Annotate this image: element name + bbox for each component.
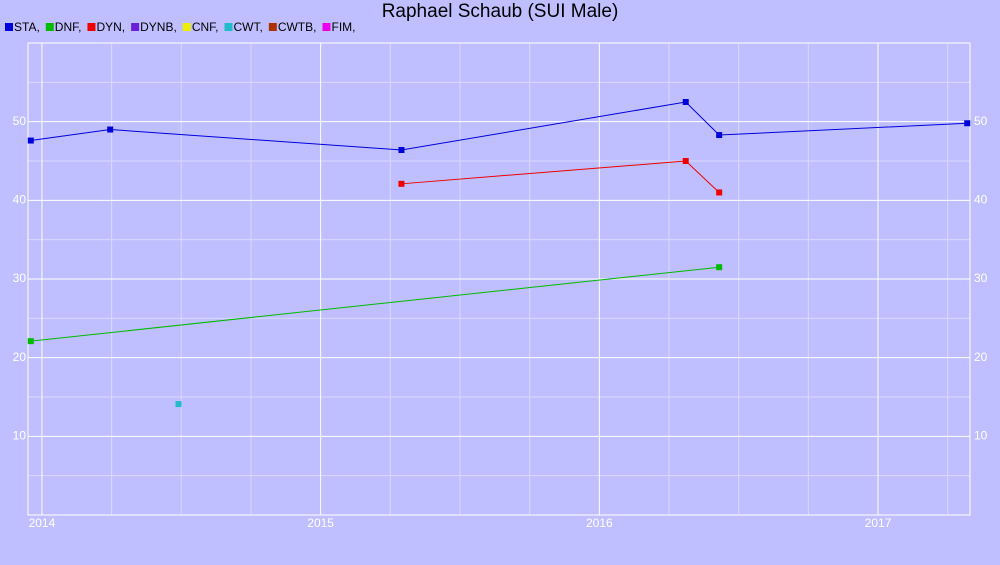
legend-label: CWTB, [278, 20, 317, 34]
data-point [682, 158, 689, 164]
series-line [30, 101, 968, 151]
legend-label: DNF, [55, 20, 82, 34]
legend-swatch [224, 23, 233, 31]
series-line [30, 266, 720, 342]
legend-swatch [268, 23, 277, 31]
legend-label: DYN, [96, 20, 125, 34]
x-tick-label: 2014 [29, 516, 56, 530]
y2-tick-label: 50 [974, 114, 988, 128]
data-point [398, 180, 405, 187]
legend-label: DYNB, [140, 20, 177, 34]
legend-swatch [182, 23, 191, 31]
legend-swatch [87, 23, 96, 31]
y-tick-label: 10 [13, 429, 27, 443]
legend-label: STA, [14, 20, 40, 34]
data-point [27, 137, 34, 144]
legend-label: FIM, [331, 20, 355, 34]
legend-swatch [45, 23, 54, 31]
plot-frame [27, 42, 971, 516]
y2-tick-label: 10 [974, 429, 988, 443]
legend-swatch [5, 23, 13, 31]
data-point [716, 189, 723, 196]
data-point [682, 99, 689, 105]
chart-title: Raphael Schaub (SUI Male) [382, 1, 619, 22]
data-point [716, 132, 723, 139]
x-tick-label: 2016 [586, 516, 613, 530]
y2-tick-label: 30 [974, 271, 988, 285]
y2-tick-label: 20 [974, 350, 988, 364]
data-point [964, 120, 971, 127]
data-point [175, 401, 182, 408]
y2-tick-label: 40 [974, 193, 988, 207]
y-tick-label: 20 [13, 350, 27, 364]
y-tick-label: 40 [13, 193, 27, 207]
y-tick-label: 30 [13, 271, 27, 285]
legend-swatch [131, 23, 140, 31]
x-tick-label: 2017 [865, 516, 892, 530]
legend-label: CNF, [192, 20, 219, 34]
x-tick-label: 2015 [307, 516, 334, 530]
data-point [398, 146, 405, 153]
data-point [107, 126, 114, 133]
data-point [716, 264, 723, 271]
data-point [27, 338, 34, 345]
legend-swatch [322, 23, 331, 31]
y-tick-label: 50 [13, 114, 27, 128]
legend-label: CWT, [233, 20, 262, 34]
